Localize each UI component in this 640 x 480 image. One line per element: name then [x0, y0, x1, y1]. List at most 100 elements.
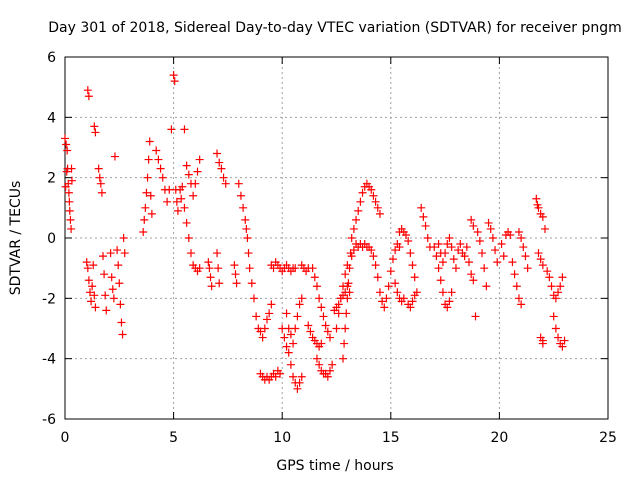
data-point [347, 234, 356, 242]
data-point [213, 249, 222, 258]
data-point [382, 294, 391, 303]
data-point [67, 176, 76, 185]
data-point [61, 134, 69, 143]
data-point [172, 197, 181, 206]
data-point [118, 330, 127, 339]
data-point [512, 282, 521, 291]
data-point [297, 372, 306, 381]
data-point [256, 327, 265, 336]
data-point [469, 276, 478, 285]
data-point [144, 155, 153, 164]
data-point [523, 264, 532, 273]
data-point [391, 279, 400, 288]
data-point [101, 291, 110, 300]
data-point [62, 140, 71, 149]
data-point [64, 188, 73, 197]
data-point [317, 303, 326, 312]
data-points [61, 71, 569, 393]
data-point [344, 279, 353, 288]
data-point [417, 203, 426, 212]
data-point [241, 215, 250, 224]
data-point [89, 261, 98, 270]
data-point [90, 122, 99, 131]
data-point [295, 300, 304, 309]
data-point [244, 249, 253, 258]
data-point [154, 155, 163, 164]
y-tick-label: 6 [47, 50, 56, 66]
data-point [497, 240, 506, 249]
data-point [388, 255, 397, 264]
data-point [215, 279, 224, 288]
data-point [145, 137, 154, 146]
y-tick-label: -4 [42, 352, 56, 368]
data-point [447, 243, 456, 252]
data-point [245, 264, 254, 273]
data-point [83, 86, 92, 95]
data-point [371, 197, 380, 206]
data-point [193, 167, 202, 176]
data-point [184, 234, 193, 242]
data-point [217, 164, 226, 173]
data-point [152, 146, 161, 155]
data-point [297, 294, 306, 303]
data-point [358, 188, 367, 197]
y-tick-label: -2 [42, 291, 56, 307]
data-point [480, 264, 489, 273]
data-point [114, 261, 123, 270]
data-point [88, 282, 97, 291]
data-point [402, 230, 411, 239]
data-point [142, 188, 151, 197]
data-point [236, 191, 245, 200]
data-point [432, 252, 441, 261]
data-point [545, 273, 554, 282]
data-point [94, 164, 103, 173]
x-tick-label: 5 [169, 430, 178, 446]
data-point [107, 273, 116, 282]
data-point [517, 300, 526, 309]
data-point [182, 218, 191, 227]
data-point [334, 309, 343, 318]
data-point [395, 243, 404, 252]
data-point [323, 372, 332, 381]
data-point [116, 300, 125, 309]
data-point [87, 297, 96, 306]
data-point [143, 173, 152, 182]
data-point [410, 273, 419, 282]
data-point [106, 249, 115, 258]
data-point [207, 282, 216, 291]
data-point [258, 333, 267, 342]
data-point [323, 327, 332, 336]
data-point [349, 246, 358, 255]
data-point [378, 297, 387, 306]
data-point [371, 261, 380, 270]
data-point [306, 327, 315, 336]
data-point [282, 342, 291, 351]
data-point [146, 191, 155, 200]
data-point [206, 273, 215, 282]
x-tick-label: 20 [490, 430, 508, 446]
data-point [436, 276, 445, 285]
data-point [434, 264, 443, 273]
data-point [404, 237, 413, 246]
data-point [156, 164, 165, 173]
data-point [554, 333, 563, 342]
data-point [83, 264, 92, 273]
y-tick-label: 0 [47, 231, 56, 247]
data-point [367, 185, 376, 194]
data-point [186, 249, 195, 258]
data-point [410, 291, 419, 300]
data-point [549, 312, 558, 321]
data-point [482, 282, 491, 291]
data-point [375, 288, 384, 297]
data-point [484, 218, 493, 227]
data-point [219, 173, 228, 182]
data-point [205, 264, 214, 273]
data-point [271, 372, 280, 381]
data-point [242, 224, 251, 233]
data-point [286, 360, 295, 369]
data-point [438, 258, 447, 267]
data-point [213, 149, 222, 158]
data-point [430, 243, 439, 252]
data-point [61, 182, 70, 191]
data-point [214, 264, 223, 273]
